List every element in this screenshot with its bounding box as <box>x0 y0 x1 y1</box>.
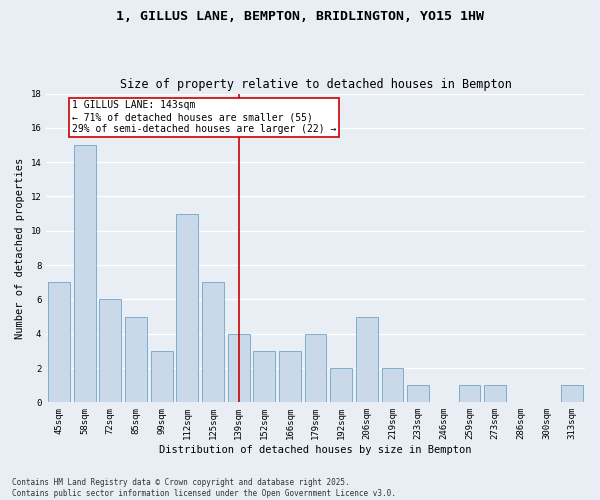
Y-axis label: Number of detached properties: Number of detached properties <box>15 158 25 338</box>
Bar <box>484 385 506 402</box>
Title: Size of property relative to detached houses in Bempton: Size of property relative to detached ho… <box>119 78 512 91</box>
Bar <box>305 334 326 402</box>
Bar <box>458 385 481 402</box>
Bar <box>279 351 301 403</box>
X-axis label: Distribution of detached houses by size in Bempton: Distribution of detached houses by size … <box>160 445 472 455</box>
Bar <box>176 214 198 402</box>
Bar <box>74 145 95 403</box>
Text: Contains HM Land Registry data © Crown copyright and database right 2025.
Contai: Contains HM Land Registry data © Crown c… <box>12 478 396 498</box>
Bar <box>382 368 403 402</box>
Text: 1 GILLUS LANE: 143sqm
← 71% of detached houses are smaller (55)
29% of semi-deta: 1 GILLUS LANE: 143sqm ← 71% of detached … <box>72 100 336 134</box>
Bar <box>228 334 250 402</box>
Bar <box>253 351 275 403</box>
Text: 1, GILLUS LANE, BEMPTON, BRIDLINGTON, YO15 1HW: 1, GILLUS LANE, BEMPTON, BRIDLINGTON, YO… <box>116 10 484 23</box>
Bar <box>202 282 224 403</box>
Bar <box>48 282 70 403</box>
Bar <box>331 368 352 402</box>
Bar <box>151 351 173 403</box>
Bar <box>125 316 147 402</box>
Bar <box>561 385 583 402</box>
Bar <box>407 385 429 402</box>
Bar <box>100 300 121 403</box>
Bar <box>356 316 378 402</box>
